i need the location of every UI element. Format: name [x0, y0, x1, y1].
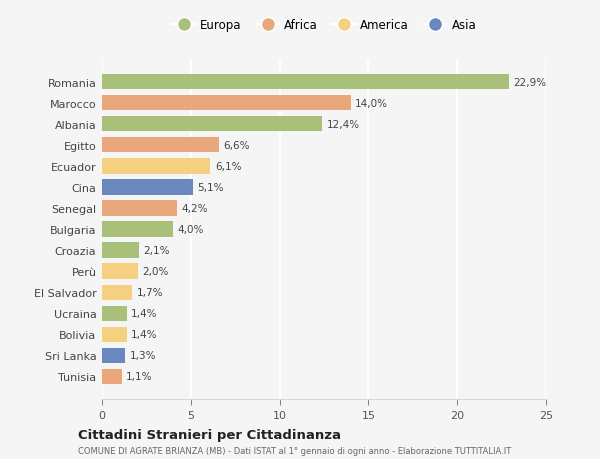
Bar: [102, 348, 125, 363]
Bar: [102, 222, 173, 237]
Bar: [102, 369, 122, 384]
Text: 22,9%: 22,9%: [513, 78, 546, 88]
Text: 4,0%: 4,0%: [178, 224, 204, 235]
Text: 1,4%: 1,4%: [131, 308, 158, 319]
Text: 14,0%: 14,0%: [355, 99, 388, 109]
Text: 5,1%: 5,1%: [197, 183, 224, 192]
Bar: [102, 117, 322, 132]
Bar: [102, 96, 350, 111]
Text: 2,1%: 2,1%: [144, 246, 170, 256]
Text: 2,0%: 2,0%: [142, 267, 169, 276]
Legend: Europa, Africa, America, Asia: Europa, Africa, America, Asia: [167, 15, 481, 37]
Text: 12,4%: 12,4%: [326, 120, 360, 129]
Bar: [102, 75, 509, 90]
Bar: [102, 264, 137, 279]
Text: 1,1%: 1,1%: [126, 371, 152, 381]
Text: 6,6%: 6,6%: [224, 140, 250, 151]
Bar: [102, 327, 127, 342]
Bar: [102, 138, 219, 153]
Text: 1,4%: 1,4%: [131, 330, 158, 339]
Text: Cittadini Stranieri per Cittadinanza: Cittadini Stranieri per Cittadinanza: [78, 428, 341, 442]
Bar: [102, 285, 132, 300]
Bar: [102, 180, 193, 195]
Text: COMUNE DI AGRATE BRIANZA (MB) - Dati ISTAT al 1° gennaio di ogni anno - Elaboraz: COMUNE DI AGRATE BRIANZA (MB) - Dati IST…: [78, 447, 511, 455]
Bar: [102, 201, 176, 216]
Text: 1,3%: 1,3%: [130, 350, 156, 360]
Text: 4,2%: 4,2%: [181, 203, 208, 213]
Bar: [102, 306, 127, 321]
Text: 6,1%: 6,1%: [215, 162, 241, 172]
Text: 1,7%: 1,7%: [137, 287, 163, 297]
Bar: [102, 243, 139, 258]
Bar: [102, 159, 211, 174]
